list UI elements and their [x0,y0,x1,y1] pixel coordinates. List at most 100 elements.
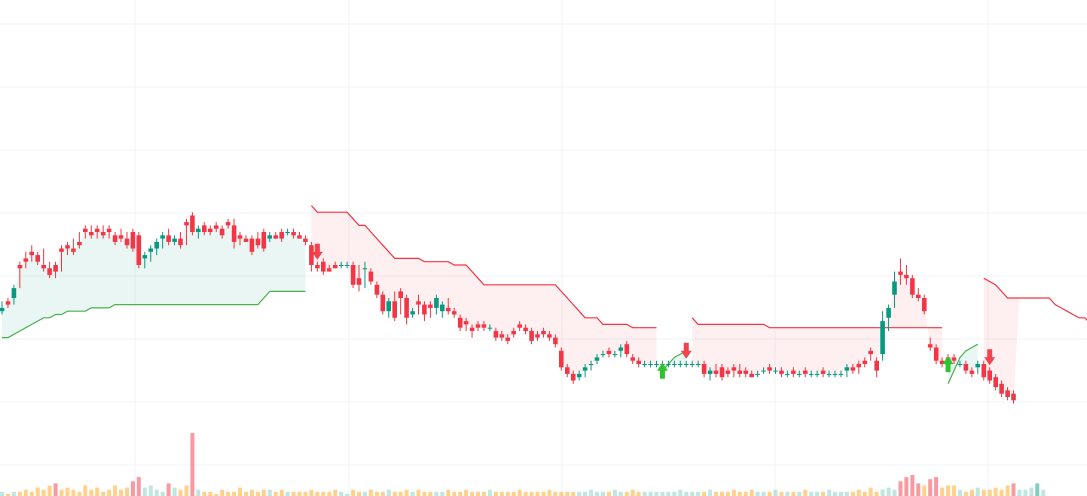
candle [838,370,844,378]
supertrend-fills [2,205,1087,397]
volume-bar [690,491,695,496]
volume-bar [731,489,736,496]
candle-body [392,301,397,318]
candle [892,271,897,308]
volume-bar [47,485,52,496]
volume-bar [351,489,356,496]
volume-bar [553,491,558,496]
candle [672,360,677,368]
volume-bar [630,489,635,496]
candle-body [130,232,136,249]
volume-bar [785,491,790,496]
candle-body [517,324,522,328]
candle-body [463,321,469,325]
candle-body [457,317,463,328]
volume-bar [83,485,88,496]
volume-bar [898,481,903,496]
candle [338,261,344,269]
supertrend-down-fill [983,278,1087,397]
candle-body [892,281,897,295]
candles [0,212,1016,404]
volume-bar [410,491,415,496]
candle-body [285,232,290,233]
candle [65,241,70,256]
candle-body [618,347,624,351]
candle [380,291,386,315]
candle-body [695,364,701,365]
candle-body [53,265,58,272]
candle [398,288,403,315]
candle-body [112,235,118,242]
candle-body [565,367,570,374]
candle-body [963,364,969,371]
volume-bar [125,487,129,496]
volume-bar [815,491,820,496]
candle-body [398,291,403,298]
candle [315,261,320,272]
candle-body [5,301,11,305]
candle-body [969,370,975,374]
volume-bar [6,493,10,496]
volume-bar [1005,485,1010,496]
candle [243,235,249,242]
volume-bar [208,491,213,496]
candle-body [707,370,713,374]
volume-bar [71,489,76,496]
volume-bar [761,491,766,496]
candle [428,301,433,318]
volume-bar [749,489,754,496]
volume-bar [327,491,332,496]
volume-bar [523,491,528,496]
volume-bar [595,491,599,496]
candle-body [356,278,362,285]
candle-body [547,334,552,338]
volume-bar [476,491,480,496]
candle-body [570,373,576,381]
volume-bar [190,433,195,496]
volume-bar [303,491,308,496]
volume-bar [487,489,492,496]
supertrend-up-fill [2,223,306,338]
candle [321,258,326,275]
candle [922,294,927,315]
candle [511,327,516,338]
candle-body [136,235,142,265]
candle-body [469,327,475,331]
candle [916,288,921,302]
volume-bar [220,489,225,496]
volume-bar [904,477,909,496]
candle-body [838,373,844,375]
volume-bar [541,491,546,496]
candle [963,360,969,374]
candle-body [142,255,148,259]
volume-bar [452,491,457,496]
supertrend-up-line [947,343,979,385]
candle [71,238,76,256]
supertrend-down-fill [311,205,657,378]
volume-bar [779,491,784,496]
candle-body [243,238,249,242]
candle-body [255,238,261,246]
candle [255,232,261,249]
volume-bar [35,487,40,496]
candle [713,364,719,378]
candle [779,367,784,378]
candle [814,370,820,378]
volume-bar [89,489,94,496]
candle-body [59,248,64,252]
candle [969,367,975,378]
buy-arrow-icon [656,362,668,379]
supertrend-up-line [2,290,306,339]
candle [166,228,171,246]
candle [1011,390,1016,404]
supertrend-down-fill [692,273,943,376]
volume-bar [636,491,641,496]
candle [695,360,701,368]
volume-bar [368,489,373,496]
candle [23,251,29,269]
candle [880,311,885,361]
candle [130,228,136,252]
volume-bar [422,491,427,496]
